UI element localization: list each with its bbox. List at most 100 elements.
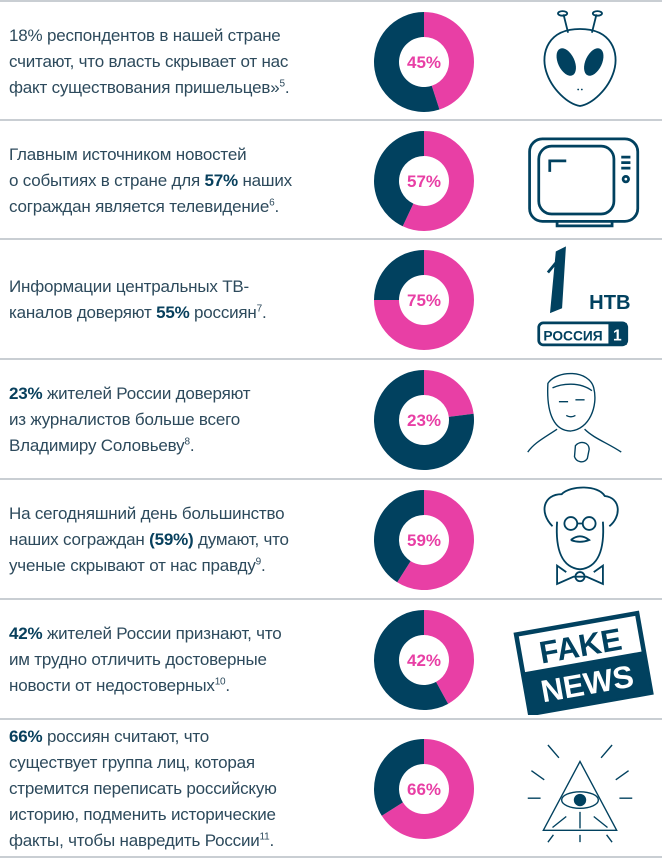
period: . [274,196,280,216]
footnote-ref: 5 [279,77,285,89]
donut-slice-rest [374,250,424,300]
ntv-logo: НТВ [589,292,630,314]
stat-text-segment: стремится переписать российскую [9,779,277,798]
footnote-ref: 10 [214,676,226,688]
tv-icon [528,136,640,227]
donut-label: 66% [407,780,441,799]
donut-chart: 45% [374,11,474,112]
donut-slice-share [374,250,474,350]
row-divider [0,358,662,360]
stat-row: Главным источником новостей о событиях в … [0,121,662,240]
donut-label: 45% [407,53,441,72]
period: . [189,436,195,455]
stat-text: Информации центральных ТВ-каналов доверя… [9,274,267,326]
stat-row: 66% россиян считают, что существует групп… [0,720,662,858]
stat-text-segment: о событиях в стране для [9,170,205,190]
donut-slice-rest [374,11,440,112]
row-divider [0,598,662,600]
period: . [269,831,275,850]
stat-row: 18% респондентов в нашей стране считают, … [0,2,662,121]
stat-text: На сегодняшний день большинство наших сог… [9,501,289,579]
stat-row: 42% жителей России признают, что им трудн… [0,600,662,720]
stat-text-segment: наших сограждан [9,530,150,549]
donut-slice-rest [374,370,474,470]
donut-label: 23% [407,411,441,430]
row-divider [0,856,662,858]
stat-text: 42% жителей России признают, что им трудн… [9,621,282,699]
stat-text-segment: Главным источником новостей [9,144,247,164]
stat-text-segment: существует группа лиц, которая [9,753,255,772]
stat-highlight: 23% [9,384,43,403]
stat-highlight: 57% [204,170,238,190]
alien-icon [543,9,617,107]
footnote-ref: 8 [184,436,190,448]
donut-slice-rest [374,490,424,583]
stat-text-segment: сограждан является телевидение [9,196,270,216]
stat-text-segment: жителей России доверяют [42,384,251,403]
donut-chart: 75% [374,250,474,350]
donut-chart: 23% [374,370,474,470]
stat-text-segment: Информации центральных ТВ- [9,277,249,296]
stat-row: Информации центральных ТВ-каналов доверя… [0,240,662,360]
stat-text-segment: россиян [189,303,257,322]
stat-text-segment: считают, что власть скрывает от нас [9,51,289,71]
stat-text-segment: наших [237,170,292,190]
stat-text-segment: каналов доверяют [9,303,157,322]
donut-chart: 42% [374,610,474,710]
russia-logo: РОССИЯ [543,328,602,343]
period: . [262,303,267,322]
russia-1-number: 1 [613,327,622,344]
row-divider [0,238,662,240]
stat-text-segment: факт существования пришельцев» [9,77,280,97]
footnote-ref: 6 [269,196,275,208]
donut-slice-share [397,490,474,590]
donut-label: 75% [407,291,441,310]
row-divider [0,119,662,121]
stat-highlight: 42% [9,624,43,643]
stat-text-segment: жителей России признают, что [42,624,282,643]
stat-highlight: 66% [9,727,43,746]
scientist-icon [543,486,619,586]
stat-text: Главным источником новостей о событиях в … [9,142,292,220]
stat-text-segment: россиян считают, что [42,727,210,746]
stat-text-segment: им трудно отличить достоверные [9,650,267,669]
stat-text-segment: новости от недостоверных [9,676,215,695]
journalist-portrait-icon [527,372,622,463]
stat-text-segment: На сегодняшний день большинство [9,504,285,523]
donut-chart: 59% [374,490,474,590]
all-seeing-eye-icon [527,744,633,843]
donut-slice-share [424,11,474,110]
stat-text-segment: думают, что [193,530,289,549]
stat-text-segment: факты, чтобы навредить России [9,831,260,850]
donut-slice-share [402,130,474,231]
donut-label: 42% [407,651,441,670]
donut-label: 57% [407,172,441,191]
donut-slice-share [424,370,474,417]
row-divider [0,478,662,480]
fake-news-stamp-icon: FAKE NEWS [513,610,654,715]
donut-slice-share [381,739,474,839]
donut-chart: 66% [374,739,474,839]
footnote-ref: 11 [259,831,270,843]
period: . [225,676,230,695]
stat-highlight: (59%) [149,530,194,549]
row-divider [0,718,662,720]
footnote-ref: 9 [255,556,262,568]
stat-text-segment: из журналистов больше всего [9,410,240,429]
donut-chart: 57% [374,130,474,231]
row-divider [0,0,662,2]
donut-slice-rest [374,130,424,226]
footnote-ref: 7 [256,303,263,315]
donut-slice-rest [374,610,449,710]
stat-text: 18% респондентов в нашей стране считают, … [9,23,290,101]
donut-slice-share [424,610,474,704]
stat-row: 23% жителей России доверяют из журналисто… [0,360,662,480]
stat-text-segment: ученые скрывают от нас правду [9,556,256,575]
period: . [284,77,290,97]
period: . [261,556,266,575]
stat-row: На сегодняшний день большинство наших сог… [0,480,662,600]
stat-text-segment: историю, подменить исторические [9,805,276,824]
tv-channel-logos-icon: НТВ РОССИЯ 1 [537,246,631,347]
stat-text-segment: Владимиру Соловьеву [9,436,185,455]
donut-slice-rest [374,739,424,816]
